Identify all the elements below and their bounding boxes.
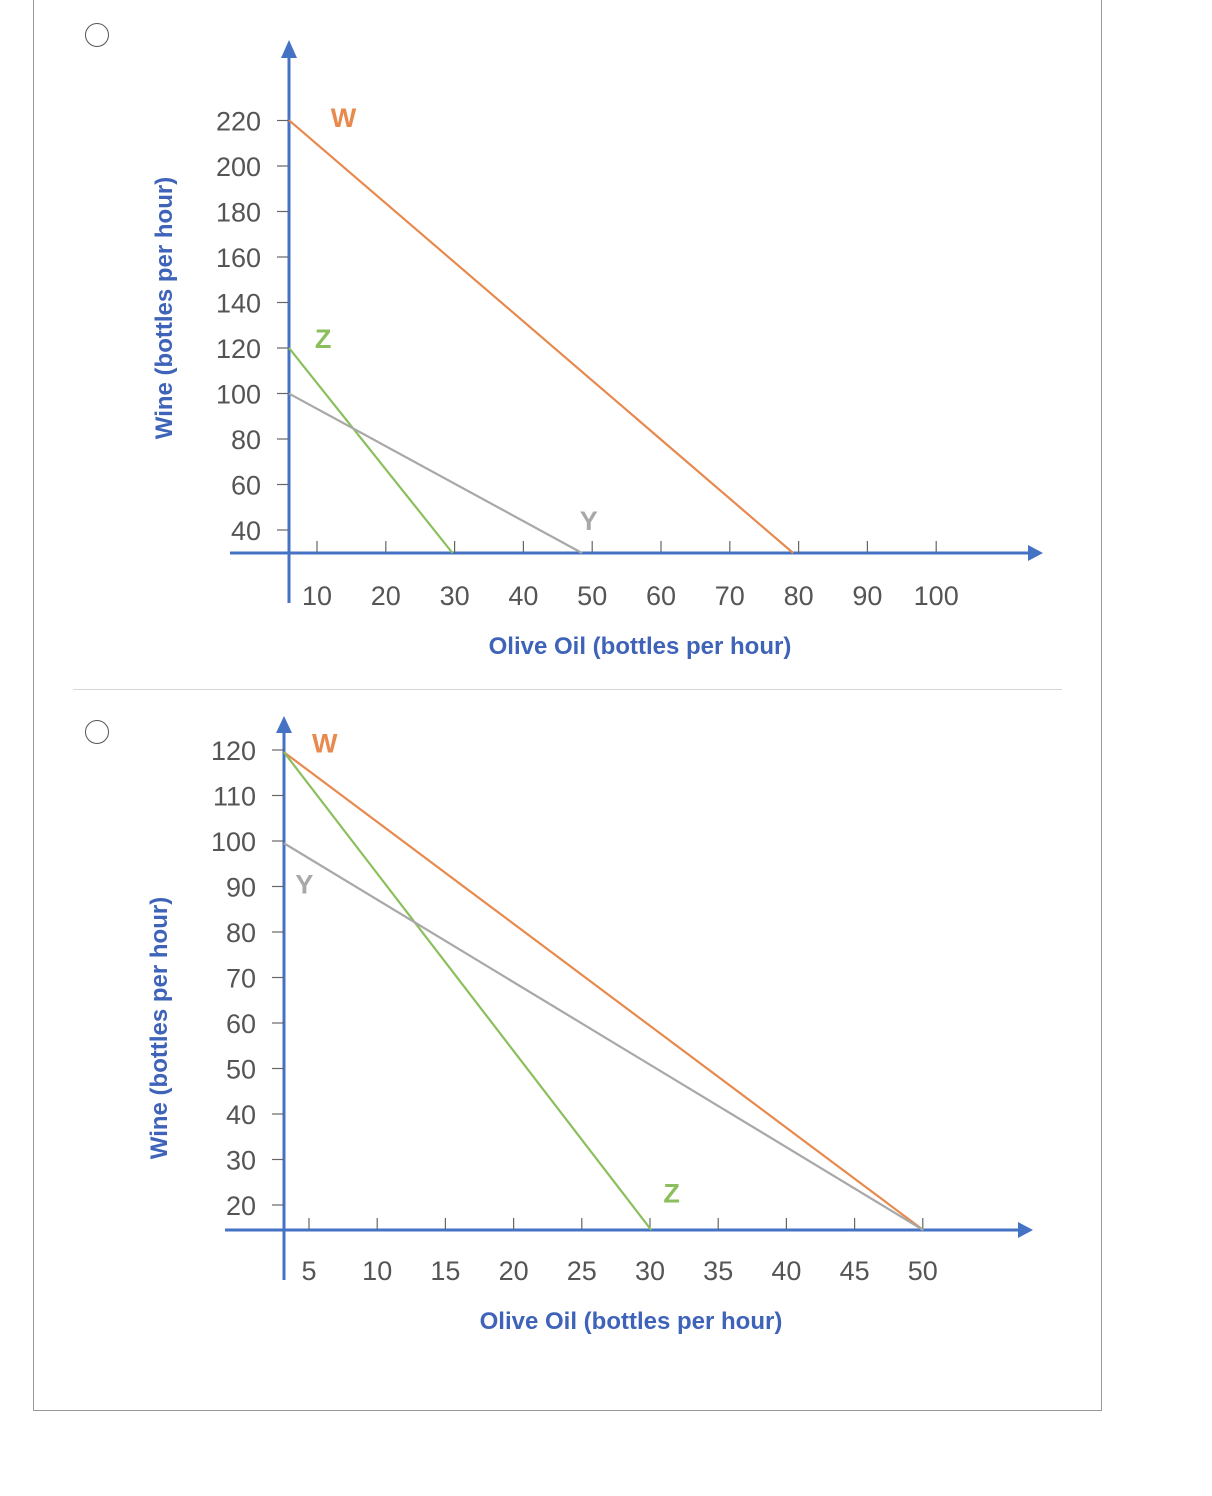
option-2-y-tick-label: 90 [226, 873, 256, 903]
option-2-series-line-y [283, 842, 924, 1231]
option-1-series-label-y: Y [580, 506, 598, 536]
option-1-y-tick-label: 60 [231, 471, 261, 501]
option-1-y-tick-label: 40 [231, 516, 261, 546]
option-2-x-tick-label: 30 [635, 1256, 665, 1286]
option-2-y-tick-label: 60 [226, 1009, 256, 1039]
option-2-y-tick-label: 100 [211, 827, 256, 857]
option-1-x-tick-label: 50 [577, 581, 607, 611]
option-1-x-tick-label: 30 [440, 581, 470, 611]
option-1-x-tick-label: 100 [914, 581, 959, 611]
option-1-x-tick-label: 60 [646, 581, 676, 611]
option-2-x-axis-title: Olive Oil (bottles per hour) [480, 1308, 783, 1335]
option-1-series-line-w [288, 119, 794, 554]
option-2-y-tick-label: 80 [226, 918, 256, 948]
option-2-y-tick-label: 70 [226, 964, 256, 994]
option-2-radio[interactable] [85, 720, 109, 744]
option-1-x-tick-label: 70 [715, 581, 745, 611]
option-1-series-line-z [288, 347, 454, 554]
option-1-chart: 40 60 80 100 120 140 160 180 200 220 10 20 30 40 50 60 7… [151, 40, 1043, 660]
option-1-y-tick-label: 180 [216, 198, 261, 228]
option-1-x-tick-label: 10 [302, 581, 332, 611]
option-1-y-tick-label: 80 [231, 425, 261, 455]
option-1-y-tick-label: 140 [216, 289, 261, 319]
option-2-x-tick-label: 5 [301, 1256, 316, 1286]
option-1-series-label-w: W [331, 103, 357, 133]
option-2-y-tick-label: 20 [226, 1191, 256, 1221]
option-2-x-tick-label: 40 [771, 1256, 801, 1286]
option-2-x-tick-label: 10 [362, 1256, 392, 1286]
option-1-y-tick-label: 120 [216, 334, 261, 364]
option-1-x-tick-label: 40 [508, 581, 538, 611]
option-1-y-axis-title: Wine (bottles per hour) [151, 177, 178, 439]
option-1-y-tick-label: 220 [216, 107, 261, 137]
option-2-y-tick-label: 50 [226, 1055, 256, 1085]
option-1-y-tick-label: 100 [216, 380, 261, 410]
option-2-series-label-y: Y [295, 869, 313, 899]
option-2-x-tick-label: 50 [908, 1256, 938, 1286]
option-divider [73, 689, 1062, 690]
option-2-y-axis-title: Wine (bottles per hour) [146, 897, 173, 1159]
option-2-y-tick-label: 110 [213, 782, 256, 812]
option-2-y-tick-label: 30 [226, 1146, 256, 1176]
option-2-series-label-w: W [312, 728, 338, 758]
option-2-series-line-w [283, 751, 924, 1231]
option-2-series-line-z [283, 751, 653, 1231]
option-1-x-tick-label: 90 [852, 581, 882, 611]
option-2-x-tick-label: 25 [567, 1256, 597, 1286]
option-2-y-axis-arrow-icon [276, 716, 292, 733]
option-2-x-tick-label: 20 [499, 1256, 529, 1286]
option-2-x-tick-label: 35 [703, 1256, 733, 1286]
option-2-series-label-z: Z [663, 1179, 680, 1209]
option-1-x-tick-label: 20 [371, 581, 401, 611]
option-2-y-tick-label: 40 [226, 1100, 256, 1130]
option-1-x-axis-arrow-icon [1028, 545, 1043, 561]
option-2-x-axis-arrow-icon [1018, 1222, 1033, 1238]
answer-options-panel [33, 0, 1102, 1411]
option-1-series-line-y [288, 392, 583, 554]
option-1-radio[interactable] [85, 23, 109, 47]
option-1-x-tick-label: 80 [784, 581, 814, 611]
option-1-y-axis-arrow-icon [281, 40, 297, 58]
option-2-x-tick-label: 45 [840, 1256, 870, 1286]
option-1-series-label-z: Z [315, 324, 332, 354]
option-1-x-axis-title: Olive Oil (bottles per hour) [489, 633, 792, 660]
option-1-y-tick-label: 160 [216, 243, 261, 273]
option-2-y-tick-label: 120 [211, 736, 256, 766]
option-2-x-tick-label: 15 [430, 1256, 460, 1286]
option-1-y-tick-label: 200 [216, 152, 261, 182]
